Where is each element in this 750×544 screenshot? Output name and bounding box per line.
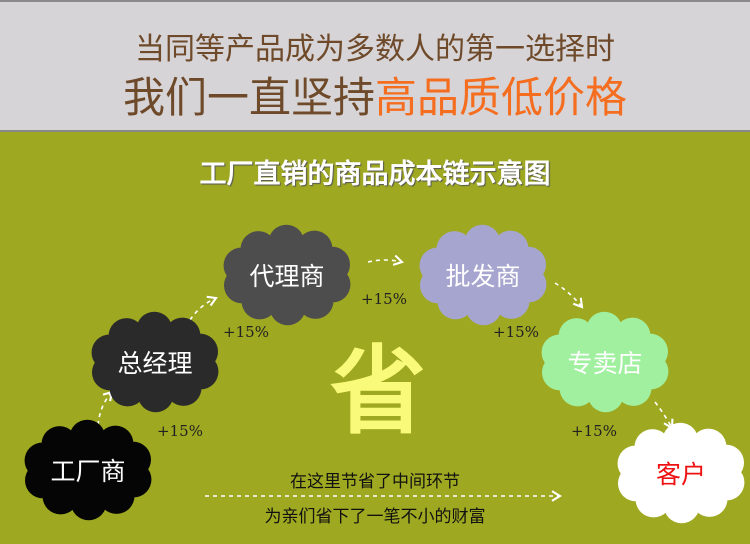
markup-label: +15% [223,323,269,341]
note-top: 在这里节省了中间环节 [290,472,460,492]
cloud-node [419,224,547,326]
markup-label: +15% [157,422,203,440]
node-label: 客户 [655,460,707,489]
dashed-arrow [654,401,674,430]
diagram-title: 工厂直销的商品成本链示意图 [199,159,551,190]
markup-label: +15% [493,323,539,341]
cloud-node [91,311,219,413]
header-line-1: 当同等产品成为多数人的第一选择时 [135,32,615,67]
header-line-2: 我们一直坚持高品质低价格 [0,64,750,125]
node-label: 代理商 [249,262,325,291]
cloud-node [617,422,745,524]
note-bottom: 为亲们省下了一笔不小的财富 [264,507,486,527]
dashed-arrow [554,282,584,309]
header-banner: 当同等产品成为多数人的第一选择时 我们一直坚持高品质低价格 [0,0,750,132]
node-label: 专卖店 [567,349,643,378]
dashed-arrow [189,295,218,321]
header-line-2-highlight: 高品质低价格 [375,73,628,122]
cloud-node [541,311,669,413]
node-label: 工厂商 [50,457,126,486]
save-character: 省 [330,335,426,448]
markup-label: +15% [571,422,617,440]
markup-label: +15% [361,290,407,308]
cloud-node [223,224,351,326]
dashed-arrow [367,254,404,266]
header-line-2-plain: 我们一直坚持 [122,73,375,122]
cloud-node [24,419,152,521]
node-label: 批发商 [445,262,521,291]
dashed-arrow [97,390,114,426]
node-label: 总经理 [117,349,193,378]
